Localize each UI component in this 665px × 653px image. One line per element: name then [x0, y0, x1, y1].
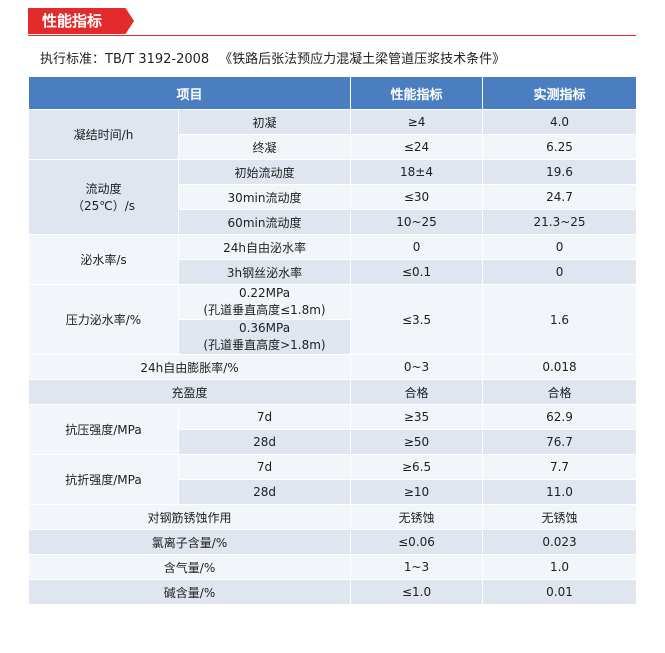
- item-cell: 终凝: [177, 134, 352, 160]
- measured-cell: 0.018: [482, 354, 638, 380]
- spec-cell: ≤30: [350, 184, 484, 210]
- table-row: 凝结时间/h 初凝 ≥4 4.0: [28, 109, 638, 160]
- spec-cell: ≤1.0: [350, 579, 484, 605]
- spec-cell: ≤0.1: [350, 259, 484, 285]
- spec-cell: ≥50: [350, 429, 484, 455]
- standard-line: 执行标准：TB/T 3192-2008 《铁路后张法预应力混凝土梁管道压浆技术条件…: [40, 48, 640, 67]
- group-label: 流动度 （25℃）/s: [28, 159, 179, 235]
- spec-cell: 0: [350, 234, 484, 260]
- group-label: 压力泌水率/%: [28, 284, 179, 355]
- measured-cell: 62.9: [482, 404, 638, 430]
- item-cell: 初始流动度: [177, 159, 352, 185]
- table-row: 30min流动度 ≤30 24.7: [29, 184, 638, 210]
- group-label: 抗压强度/MPa: [28, 404, 179, 455]
- spec-cell: ≥4: [350, 109, 484, 135]
- measured-cell: 0.023: [482, 529, 638, 555]
- measured-cell: 19.6: [482, 159, 638, 185]
- table-row: 充盈度 合格 合格: [27, 379, 638, 405]
- measured-cell: 4.0: [482, 109, 638, 135]
- measured-cell: 11.0: [482, 479, 638, 505]
- spec-cell: 1~3: [350, 554, 484, 580]
- title-divider: [28, 35, 636, 36]
- spec-cell: ≤0.06: [350, 529, 484, 555]
- item-cell: 对钢筋锈蚀作用: [27, 504, 352, 530]
- measured-cell: 76.7: [482, 429, 638, 455]
- item-cell: 充盈度: [27, 379, 352, 405]
- table-row: 泌水率/s 24h自由泌水率 0 0: [28, 234, 638, 285]
- item-cell: 60min流动度: [177, 209, 352, 235]
- table-row: 氯离子含量/% ≤0.06 0.023: [27, 529, 638, 555]
- item-cell: 碱含量/%: [27, 579, 352, 605]
- spec-cell: 18±4: [350, 159, 484, 185]
- measured-cell: 7.7: [482, 454, 638, 480]
- item-cell: 初凝: [177, 109, 352, 135]
- item-cell: 28d: [177, 479, 352, 505]
- table-header-row: 项目 性能指标 实测指标: [27, 76, 638, 110]
- item-cell: 含气量/%: [27, 554, 352, 580]
- spec-cell: ≥35: [350, 404, 484, 430]
- table-row: 0.36MPa (孔道垂直高度>1.8m): [29, 319, 637, 355]
- item-cell: 24h自由泌水率: [177, 234, 352, 260]
- item-cell: 3h钢丝泌水率: [177, 259, 352, 285]
- group-label-line1: 流动度: [85, 182, 122, 196]
- table-row: 60min流动度 10~25 21.3~25: [29, 209, 638, 235]
- measured-cell: 6.25: [482, 134, 638, 160]
- spec-cell: 无锈蚀: [350, 504, 484, 530]
- item-line1: 0.22MPa: [238, 286, 291, 300]
- performance-table: 项目 性能指标 实测指标 凝结时间/h 初凝 ≥4 4.0 终凝 ≤24 6.2…: [27, 76, 638, 605]
- group-label: 泌水率/s: [28, 234, 179, 285]
- table-row: 28d ≥10 11.0: [29, 479, 638, 505]
- item-cell: 28d: [177, 429, 352, 455]
- item-cell: 0.22MPa (孔道垂直高度≤1.8m): [177, 284, 352, 320]
- item-cell: 7d: [177, 404, 352, 430]
- item-line2: (孔道垂直高度≤1.8m): [203, 303, 326, 317]
- table-row: 碱含量/% ≤1.0 0.01: [27, 579, 638, 605]
- table-row: 24h自由膨胀率/% 0~3 0.018: [27, 354, 638, 380]
- measured-cell: 0.01: [482, 579, 638, 605]
- header-measured: 实测指标: [482, 76, 638, 110]
- table-row: 3h钢丝泌水率 ≤0.1 0: [29, 259, 638, 285]
- table-row: 终凝 ≤24 6.25: [29, 134, 638, 160]
- item-cell: 0.36MPa (孔道垂直高度>1.8m): [177, 319, 352, 355]
- spec-cell: ≤3.5: [350, 284, 484, 355]
- item-line2: (孔道垂直高度>1.8m): [203, 338, 326, 352]
- measured-cell: 21.3~25: [482, 209, 638, 235]
- measured-cell: 1.6: [482, 284, 638, 355]
- measured-cell: 合格: [482, 379, 638, 405]
- group-label: 抗折强度/MPa: [28, 454, 179, 505]
- table-row: 抗折强度/MPa 7d ≥6.5 7.7: [28, 454, 638, 505]
- spec-cell: 合格: [350, 379, 484, 405]
- table-row: 流动度 （25℃）/s 初始流动度 18±4 19.6: [28, 159, 638, 235]
- spec-cell: ≤24: [350, 134, 484, 160]
- table-row: 对钢筋锈蚀作用 无锈蚀 无锈蚀: [27, 504, 638, 530]
- item-cell: 30min流动度: [177, 184, 352, 210]
- standard-name: 《铁路后张法预应力混凝土梁管道压浆技术条件》: [219, 52, 506, 67]
- group-label-line2: （25℃）/s: [71, 199, 136, 213]
- item-cell: 7d: [177, 454, 352, 480]
- header-item: 项目: [27, 76, 352, 110]
- table-row: 压力泌水率/% 0.22MPa (孔道垂直高度≤1.8m) ≤3.5 1.6: [28, 284, 638, 355]
- table-row: 28d ≥50 76.7: [29, 429, 638, 455]
- spec-cell: ≥6.5: [350, 454, 484, 480]
- measured-cell: 1.0: [482, 554, 638, 580]
- group-label: 凝结时间/h: [28, 109, 179, 160]
- item-cell: 氯离子含量/%: [27, 529, 352, 555]
- spec-cell: 0~3: [350, 354, 484, 380]
- header-spec: 性能指标: [350, 76, 484, 110]
- measured-cell: 无锈蚀: [482, 504, 638, 530]
- spec-cell: ≥10: [350, 479, 484, 505]
- table-row: 抗压强度/MPa 7d ≥35 62.9: [28, 404, 638, 455]
- standard-code: 执行标准：TB/T 3192-2008: [40, 52, 210, 67]
- item-cell: 24h自由膨胀率/%: [27, 354, 352, 380]
- spec-cell: 10~25: [350, 209, 484, 235]
- table-row: 含气量/% 1~3 1.0: [27, 554, 638, 580]
- section-title-banner: 性能指标: [28, 8, 134, 34]
- measured-cell: 0: [482, 259, 638, 285]
- item-line1: 0.36MPa: [238, 321, 291, 335]
- measured-cell: 0: [482, 234, 638, 260]
- measured-cell: 24.7: [482, 184, 638, 210]
